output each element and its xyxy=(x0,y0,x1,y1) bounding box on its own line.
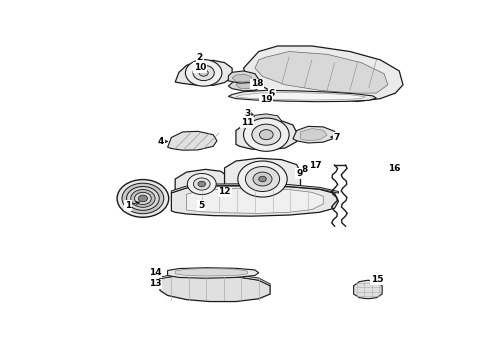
Circle shape xyxy=(135,192,151,204)
Text: 10: 10 xyxy=(194,63,206,72)
Circle shape xyxy=(253,172,272,186)
Text: 1: 1 xyxy=(124,201,131,210)
Polygon shape xyxy=(160,273,270,286)
Text: 17: 17 xyxy=(309,161,322,170)
Polygon shape xyxy=(175,169,228,198)
Polygon shape xyxy=(172,186,339,216)
Circle shape xyxy=(260,130,273,140)
Circle shape xyxy=(138,195,147,202)
Polygon shape xyxy=(175,269,247,276)
Polygon shape xyxy=(168,131,217,150)
Text: 6: 6 xyxy=(269,89,275,98)
Text: 14: 14 xyxy=(149,268,161,277)
Text: 3: 3 xyxy=(244,109,250,118)
Text: 8: 8 xyxy=(301,165,307,174)
Text: 5: 5 xyxy=(198,201,204,210)
Circle shape xyxy=(252,124,281,145)
Circle shape xyxy=(194,178,210,190)
Polygon shape xyxy=(236,120,297,150)
Text: 9: 9 xyxy=(296,169,302,178)
Circle shape xyxy=(122,183,164,214)
Polygon shape xyxy=(228,90,376,102)
Polygon shape xyxy=(160,275,270,302)
Text: 19: 19 xyxy=(260,95,272,104)
Polygon shape xyxy=(224,158,300,201)
Polygon shape xyxy=(255,51,388,93)
Circle shape xyxy=(187,174,216,194)
Circle shape xyxy=(259,176,267,182)
Polygon shape xyxy=(187,189,323,213)
Polygon shape xyxy=(232,74,251,82)
Polygon shape xyxy=(228,78,263,91)
Polygon shape xyxy=(236,93,365,100)
Circle shape xyxy=(238,161,287,197)
Text: 2: 2 xyxy=(196,53,203,62)
Polygon shape xyxy=(354,280,382,299)
Polygon shape xyxy=(168,268,259,278)
Text: 13: 13 xyxy=(149,279,161,288)
Polygon shape xyxy=(236,81,255,89)
Polygon shape xyxy=(175,60,232,85)
Circle shape xyxy=(245,167,280,192)
Polygon shape xyxy=(300,129,327,141)
Polygon shape xyxy=(172,184,339,193)
Circle shape xyxy=(244,118,289,151)
Circle shape xyxy=(185,59,222,86)
Circle shape xyxy=(117,180,169,217)
Polygon shape xyxy=(251,114,281,124)
Circle shape xyxy=(199,69,208,76)
Circle shape xyxy=(131,190,155,207)
Circle shape xyxy=(193,65,214,81)
Circle shape xyxy=(126,186,159,210)
Polygon shape xyxy=(228,71,259,83)
Text: 7: 7 xyxy=(334,133,340,142)
Text: 16: 16 xyxy=(389,164,401,173)
Circle shape xyxy=(198,181,206,187)
Text: 12: 12 xyxy=(218,187,231,196)
Text: 11: 11 xyxy=(241,118,254,127)
Polygon shape xyxy=(244,46,403,102)
Text: 4: 4 xyxy=(158,137,164,146)
Polygon shape xyxy=(293,126,335,143)
Text: 15: 15 xyxy=(371,275,384,284)
Text: 18: 18 xyxy=(250,80,263,89)
